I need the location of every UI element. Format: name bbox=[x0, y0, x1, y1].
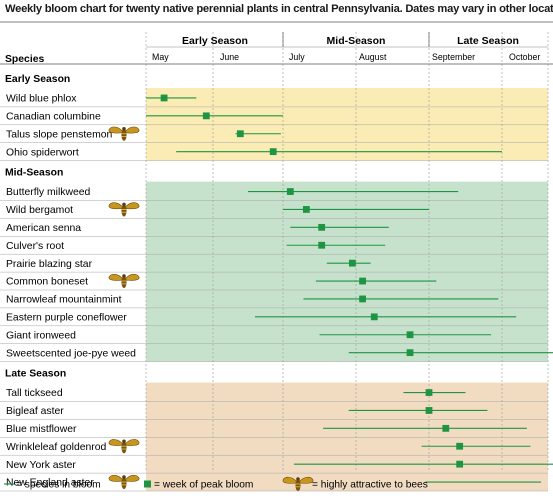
legend-bees: = highly attractive to bees bbox=[312, 480, 428, 491]
group-label-late-season: Late Season bbox=[5, 369, 66, 380]
peak-marker-eastern-purple-coneflower bbox=[370, 313, 378, 321]
peak-marker-common-boneset bbox=[359, 277, 366, 285]
peak-marker-canadian-columbine bbox=[202, 112, 210, 120]
bee-icon bbox=[108, 202, 140, 217]
species-label-american-senna: American senna bbox=[6, 223, 81, 234]
peak-marker-blue-mistflower bbox=[442, 424, 450, 432]
legend-peak: = week of peak bloom bbox=[154, 480, 253, 491]
species-label-ohio-spiderwort: Ohio spiderwort bbox=[6, 147, 79, 158]
month-label-august: August bbox=[359, 52, 387, 62]
bg-mid-season bbox=[146, 181, 548, 362]
peak-marker-wild-bergamot bbox=[302, 206, 310, 213]
bee-icon bbox=[108, 126, 140, 141]
peak-marker-culver-s-root bbox=[318, 241, 326, 249]
species-label-wild-bergamot: Wild bergamot bbox=[6, 205, 73, 216]
species-label-eastern-purple-coneflower: Eastern purple coneflower bbox=[6, 312, 127, 323]
bee-icon bbox=[108, 439, 140, 454]
species-label-talus-slope-penstemon: Talus slope penstemon bbox=[6, 129, 113, 140]
peak-marker-tall-tickseed bbox=[425, 389, 433, 396]
species-label-canadian-columbine: Canadian columbine bbox=[6, 111, 101, 122]
bg-late-season bbox=[146, 382, 548, 491]
peak-marker-bigleaf-aster bbox=[425, 407, 433, 414]
species-label-prairie-blazing-star: Prairie blazing star bbox=[6, 259, 93, 270]
peak-marker-giant-ironweed bbox=[406, 331, 414, 339]
species-label-blue-mistflower: Blue mistflower bbox=[6, 424, 77, 435]
species-label-sweetscented-joe-pye-weed: Sweetscented joe-pye weed bbox=[6, 348, 136, 359]
species-label-bigleaf-aster: Bigleaf aster bbox=[6, 406, 64, 417]
season-header-mid-season: Mid-Season bbox=[327, 35, 386, 47]
species-label-narrowleaf-mountainmint: Narrowleaf mountainmint bbox=[6, 295, 122, 306]
species-label-new-york-aster: New York aster bbox=[6, 460, 76, 471]
bee-icon bbox=[282, 476, 314, 491]
peak-marker-new-york-aster bbox=[456, 460, 464, 468]
month-label-october: October bbox=[509, 52, 540, 62]
species-header: Species bbox=[5, 54, 45, 65]
peak-marker-narrowleaf-mountainmint bbox=[359, 295, 366, 303]
bg-early-season bbox=[146, 88, 548, 161]
chart-title: Weekly bloom chart for twenty native per… bbox=[5, 3, 553, 15]
species-label-wild-blue-phlox: Wild blue phlox bbox=[6, 94, 77, 105]
month-label-september: September bbox=[432, 52, 475, 62]
peak-marker-prairie-blazing-star bbox=[348, 259, 356, 267]
season-header-late-season: Late Season bbox=[457, 35, 519, 47]
group-label-early-season: Early Season bbox=[5, 74, 70, 85]
legend-peak-swatch bbox=[144, 480, 151, 488]
species-label-new-england-aster: New England aster bbox=[6, 478, 94, 489]
peak-marker-wrinkleleaf-goldenrod bbox=[456, 442, 464, 450]
bee-icon bbox=[108, 274, 140, 289]
peak-marker-talus-slope-penstemon bbox=[236, 130, 244, 138]
month-label-june: June bbox=[220, 52, 239, 62]
species-label-culver-s-root: Culver's root bbox=[6, 241, 64, 252]
species-label-common-boneset: Common boneset bbox=[6, 277, 88, 288]
month-label-july: July bbox=[289, 52, 305, 62]
peak-marker-ohio-spiderwort bbox=[269, 148, 277, 156]
peak-marker-american-senna bbox=[318, 223, 326, 231]
group-label-mid-season: Mid-Season bbox=[5, 168, 63, 179]
peak-marker-butterfly-milkweed bbox=[286, 188, 294, 195]
bee-icon bbox=[108, 475, 140, 490]
peak-marker-wild-blue-phlox bbox=[160, 94, 168, 102]
species-label-wrinkleleaf-goldenrod: Wrinkleleaf goldenrod bbox=[6, 442, 107, 453]
peak-marker-sweetscented-joe-pye-weed bbox=[406, 349, 414, 357]
species-label-tall-tickseed: Tall tickseed bbox=[6, 388, 63, 399]
species-label-butterfly-milkweed: Butterfly milkweed bbox=[6, 187, 91, 198]
month-label-may: May bbox=[152, 52, 169, 62]
legend-in-bloom: = species in bloom bbox=[16, 480, 101, 491]
species-label-giant-ironweed: Giant ironweed bbox=[6, 330, 76, 341]
season-header-early-season: Early Season bbox=[182, 35, 248, 47]
